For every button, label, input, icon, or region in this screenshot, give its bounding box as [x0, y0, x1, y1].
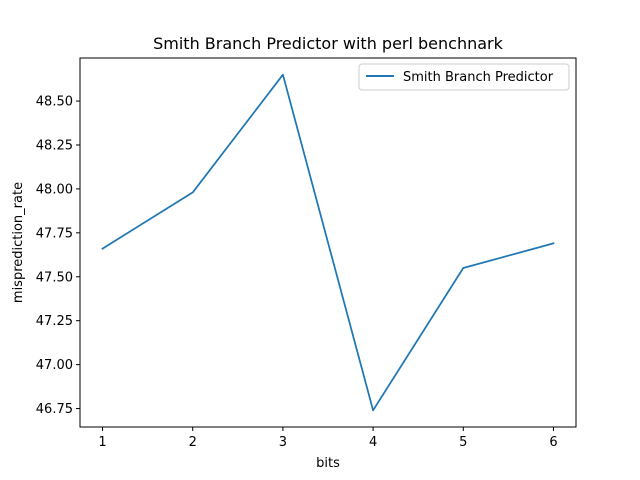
y-tick-label: 47.00: [36, 358, 73, 373]
series-line-0: [101, 73, 555, 412]
y-tick-label: 48.25: [36, 138, 73, 153]
y-tick-label: 47.75: [36, 226, 73, 241]
y-axis-label: misprediction_rate: [11, 182, 26, 303]
series-layer: [101, 73, 555, 412]
x-axis-label: bits: [316, 456, 340, 471]
legend-box: [358, 63, 570, 91]
y-tick-label: 47.25: [36, 314, 73, 329]
y-tick-label: 46.75: [36, 402, 73, 417]
chart-title: Smith Branch Predictor with perl benchna…: [153, 34, 504, 53]
x-tick-label: 1: [98, 435, 106, 450]
y-tick-label: 48.00: [36, 182, 73, 197]
x-tick-label: 4: [369, 435, 377, 450]
legend: Smith Branch Predictor: [358, 63, 570, 91]
y-tick-label: 47.50: [36, 270, 73, 285]
plot-frame: [79, 57, 577, 428]
x-axis: 1 2 3 4 5 6: [98, 427, 558, 450]
y-axis: 46.75 47.00 47.25 47.50 47.75 48.00 48.25 48.50: [36, 95, 80, 417]
legend-entry-smith-branch-predictor: Smith Branch Predictor: [403, 70, 554, 85]
x-tick-label: 5: [459, 435, 467, 450]
x-tick-label: 6: [549, 435, 557, 450]
x-tick-label: 2: [189, 435, 197, 450]
y-tick-label: 48.50: [36, 95, 73, 110]
x-tick-label: 3: [279, 435, 287, 450]
